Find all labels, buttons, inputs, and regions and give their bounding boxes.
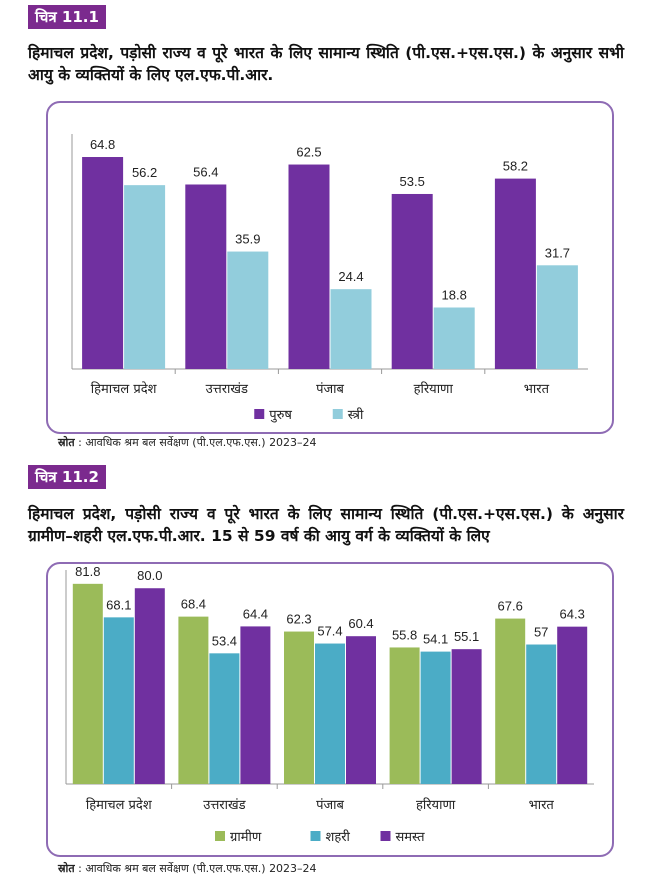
x-tick-label: हिमाचल प्रदेश xyxy=(91,381,158,397)
bar xyxy=(330,289,372,369)
data-label: 31.7 xyxy=(545,245,570,260)
bar xyxy=(391,193,433,369)
data-label: 57.4 xyxy=(317,624,342,639)
figure-tag: चित्र 11.2 xyxy=(28,465,106,489)
data-label: 67.6 xyxy=(498,599,523,614)
bar xyxy=(134,588,165,784)
bar xyxy=(451,649,482,784)
data-label: 54.1 xyxy=(423,632,448,647)
bar xyxy=(72,583,103,784)
bar xyxy=(557,626,588,784)
data-label: 56.2 xyxy=(132,165,157,180)
source-label: स्रोत xyxy=(58,436,75,449)
data-label: 80.0 xyxy=(137,568,162,583)
bar xyxy=(346,636,376,784)
x-tick-label: उत्तराखंड xyxy=(203,798,246,813)
source-text: : आवधिक श्रम बल सर्वेक्षण (पी.एल.एफ.एस.)… xyxy=(78,862,317,875)
data-label: 57 xyxy=(534,625,548,640)
data-label: 64.4 xyxy=(243,606,268,621)
data-label: 56.4 xyxy=(193,164,218,179)
data-label: 53.5 xyxy=(400,174,425,189)
data-label: 53.4 xyxy=(212,633,237,648)
figure-title: हिमाचल प्रदेश, पड़ोसी राज्य व पूरे भारत … xyxy=(28,505,624,545)
figure-title: हिमाचल प्रदेश, पड़ोसी राज्य व पूरे भारत … xyxy=(28,44,624,84)
x-tick-label: भारत xyxy=(524,382,550,397)
legend-swatch xyxy=(332,409,343,419)
x-tick-label: हरियाणा xyxy=(414,381,454,397)
data-label: 64.8 xyxy=(90,137,115,152)
legend-swatch xyxy=(254,409,265,419)
data-label: 64.3 xyxy=(560,607,585,622)
bar xyxy=(433,307,475,369)
x-tick-label: उत्तराखंड xyxy=(206,382,249,397)
data-label: 55.8 xyxy=(392,627,417,642)
bar xyxy=(389,647,420,784)
legend-label: ग्रामीण xyxy=(230,829,262,845)
legend-swatch xyxy=(380,831,391,841)
data-label: 18.8 xyxy=(442,287,467,302)
bar xyxy=(536,265,578,369)
figure-tag: चित्र 11.1 xyxy=(28,5,106,29)
x-tick-label: पंजाब xyxy=(316,382,344,397)
data-label: 58.2 xyxy=(503,159,528,174)
bar-chart: 64.8 56.2 हिमाचल प्रदेश 56.4 35.9 उत्तराखंड 62… xyxy=(71,134,588,423)
bar xyxy=(494,178,536,369)
source-text: : आवधिक श्रम बल सर्वेक्षण (पी.एल.एफ.एस.)… xyxy=(78,436,317,449)
bar xyxy=(420,651,451,784)
data-label: 68.1 xyxy=(106,597,131,612)
bar xyxy=(209,653,240,784)
data-label: 35.9 xyxy=(235,232,260,247)
data-label: 81.8 xyxy=(75,564,100,579)
source-label: स्रोत xyxy=(58,862,75,875)
bar xyxy=(227,251,269,369)
data-label: 24.4 xyxy=(338,269,363,284)
bar xyxy=(284,631,314,784)
x-tick-label: पंजाब xyxy=(316,798,344,813)
legend-swatch xyxy=(310,831,321,841)
bar xyxy=(288,164,330,369)
x-tick-label: भारत xyxy=(529,798,555,813)
bar xyxy=(185,184,227,369)
bar xyxy=(526,644,557,784)
legend-label: शहरी xyxy=(326,829,351,845)
x-tick-label: हिमाचल प्रदेश xyxy=(86,797,153,813)
data-label: 60.4 xyxy=(348,616,373,631)
data-label: 55.1 xyxy=(454,629,479,644)
bar-chart: 81.8 68.1 80.0 हिमाचल प्रदेश 68.4 53.4 64.4 उत्… xyxy=(65,564,594,845)
data-label: 62.3 xyxy=(286,612,311,627)
bar xyxy=(82,157,124,369)
bar xyxy=(103,617,134,784)
data-label: 62.5 xyxy=(296,145,321,160)
source-note: स्रोत : आवधिक श्रम बल सर्वेक्षण (पी.एल.ए… xyxy=(58,435,317,450)
legend-label: स्त्री xyxy=(348,407,364,423)
x-tick-label: हरियाणा xyxy=(416,797,456,813)
bar xyxy=(178,616,209,784)
legend-label: पुरुष xyxy=(269,408,292,423)
bar xyxy=(315,643,345,784)
legend-label: समस्त xyxy=(396,830,426,845)
legend-swatch xyxy=(215,831,225,841)
source-note: स्रोत : आवधिक श्रम बल सर्वेक्षण (पी.एल.ए… xyxy=(58,861,317,876)
bar xyxy=(495,618,526,784)
data-label: 68.4 xyxy=(181,597,206,612)
chart-panel: 81.8 68.1 80.0 हिमाचल प्रदेश 68.4 53.4 64.4 उत्… xyxy=(46,562,614,857)
bar xyxy=(124,185,166,369)
chart-panel: 64.8 56.2 हिमाचल प्रदेश 56.4 35.9 उत्तराखंड 62… xyxy=(46,101,614,434)
bar xyxy=(240,626,271,784)
